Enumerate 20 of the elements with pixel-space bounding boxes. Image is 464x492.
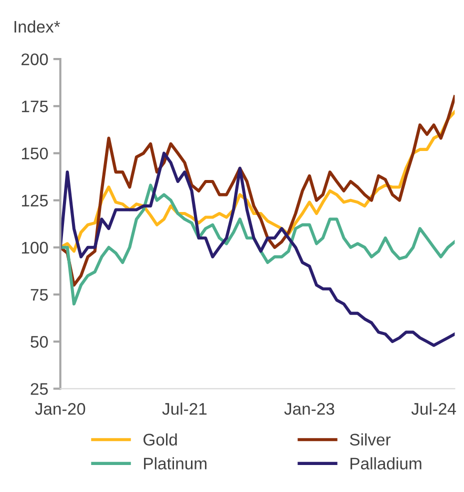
legend-label: Gold	[144, 433, 177, 446]
y-tick-label: 200	[22, 53, 48, 66]
y-tick-label: 175	[22, 100, 48, 112]
y-tick-label: 125	[22, 194, 48, 207]
legend-label: Platinum	[144, 457, 206, 470]
y-tick-label: 150	[22, 148, 48, 160]
line-series	[60, 184, 455, 306]
y-axis-title: Index*	[14, 20, 60, 33]
legend-label: Silver	[350, 433, 391, 446]
y-tick-label: 25	[30, 383, 48, 395]
y-tick-label: 50	[30, 336, 48, 348]
x-tick-label: Jan-23	[284, 403, 334, 415]
legend-label: Palladium	[350, 457, 422, 470]
line-series	[60, 95, 455, 287]
y-tick-label: 100	[22, 242, 48, 254]
x-tick-label: Jul-24	[411, 402, 456, 415]
line-series	[60, 152, 455, 347]
y-tick-label: 75	[30, 289, 48, 301]
x-tick-label: Jul-21	[162, 402, 207, 415]
x-tick-label: Jan-20	[35, 403, 86, 415]
